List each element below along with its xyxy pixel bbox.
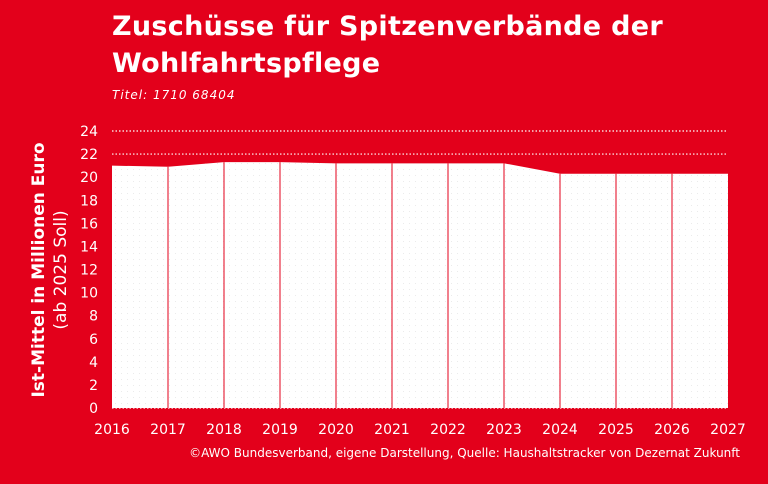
x-tick-label: 2020 (318, 422, 354, 438)
y-tick-label: 14 (80, 239, 98, 255)
x-tick-label: 2022 (430, 422, 466, 438)
y-tick-label: 20 (80, 170, 98, 186)
x-tick-label: 2027 (710, 422, 746, 438)
x-tick-label: 2018 (206, 422, 242, 438)
x-tick-label: 2021 (374, 422, 410, 438)
x-tick-label: 2023 (486, 422, 522, 438)
chart-subtitle: Titel: 1710 68404 (112, 88, 236, 102)
y-tick-label: 22 (80, 147, 98, 163)
x-tick-label: 2026 (654, 422, 690, 438)
x-tick-label: 2024 (542, 422, 578, 438)
vertical-year-lines (167, 162, 673, 408)
y-tick-label: 10 (80, 286, 98, 302)
y-tick-label: 8 (89, 309, 98, 325)
area-texture (112, 162, 728, 408)
y-tick-label: 4 (89, 355, 98, 371)
source-credit: ©AWO Bundesverband, eigene Darstellung, … (189, 446, 740, 460)
area-series (111, 162, 729, 408)
x-tick-labels: 2016 2017 2018 2019 2020 2021 2022 2023 2024 2025… (94, 422, 746, 438)
y-tick-label: 12 (80, 263, 98, 279)
y-tick-label: 2 (89, 378, 98, 394)
x-tick-label: 2016 (94, 422, 130, 438)
y-tick-label: 24 (80, 124, 98, 140)
chart-title: Zuschüsse für Spitzenverbände der Wohlfa… (112, 11, 663, 79)
y-tick-label: 16 (80, 216, 98, 232)
y-tick-label: 6 (89, 332, 98, 348)
x-tick-label: 2025 (598, 422, 634, 438)
x-tick-label: 2019 (262, 422, 298, 438)
y-tick-label: 0 (89, 401, 98, 417)
y-tick-label: 18 (80, 193, 98, 209)
x-tick-label: 2017 (150, 422, 186, 438)
